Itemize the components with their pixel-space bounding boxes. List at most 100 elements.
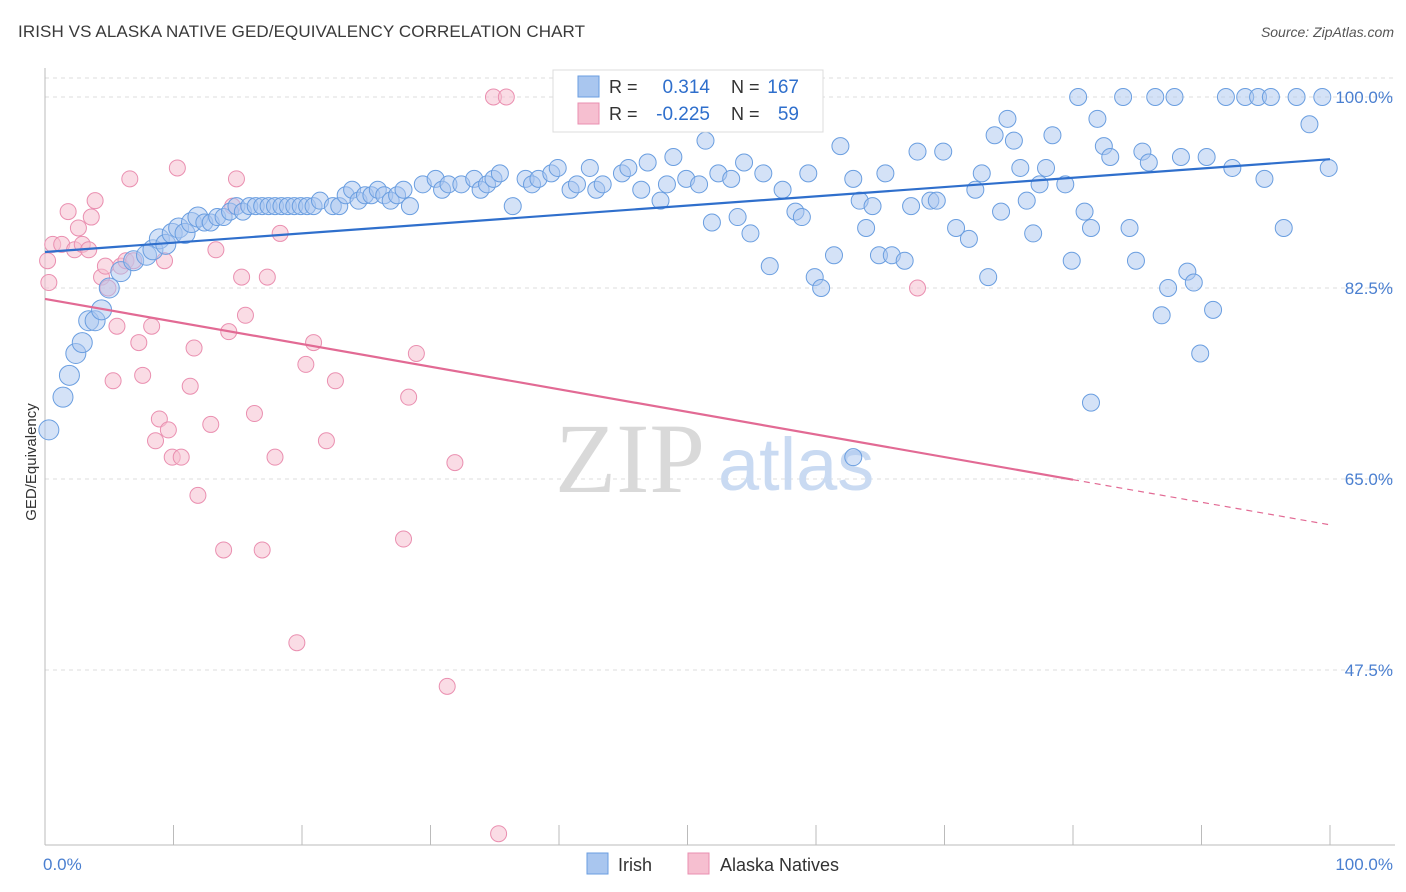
irish-point (690, 175, 709, 194)
irish-point (844, 448, 863, 467)
alaska-trend-line-extension (1072, 479, 1331, 526)
alaska-n-value: 59 (778, 104, 799, 125)
irish-point (1081, 393, 1100, 412)
irish-point (98, 277, 120, 299)
irish-point (1313, 88, 1332, 106)
alaska-point (253, 541, 271, 559)
irish-point (1165, 88, 1184, 106)
irish-point (1004, 131, 1023, 150)
irish-point (1319, 158, 1338, 177)
irish-point (876, 164, 895, 183)
irish-point (857, 218, 876, 237)
irish-trend-line (44, 158, 1331, 254)
alaska-point (39, 252, 57, 270)
irish-point (1037, 158, 1056, 177)
y-axis-title: GED/Equivalency (23, 403, 40, 521)
alaska-point (266, 448, 284, 466)
irish-point (38, 419, 60, 441)
chart-source: Source: ZipAtlas.com (1260, 24, 1394, 40)
irish-r-value: 0.314 (662, 77, 710, 98)
irish-point (657, 175, 676, 194)
irish-point (812, 279, 831, 297)
irish-point (1191, 344, 1210, 363)
irish-r-label: R = (609, 77, 638, 97)
alaska-point (497, 88, 515, 106)
irish-point (1088, 109, 1107, 128)
alaska-point (395, 530, 413, 548)
irish-point (632, 180, 651, 199)
irish-point (1223, 158, 1242, 177)
irish-n-label: N = (731, 77, 760, 97)
alaska-point (134, 366, 152, 384)
irish-point (992, 202, 1011, 221)
irish-point (1274, 218, 1293, 237)
irish-point (741, 224, 760, 243)
alaska-point (446, 454, 464, 472)
alaska-point (317, 432, 335, 450)
irish-point (580, 158, 599, 177)
irish-point (773, 180, 792, 199)
y-tick-label: 47.5% (1345, 661, 1393, 680)
irish-point (638, 153, 657, 172)
x-tick-label-max: 100.0% (1335, 855, 1393, 874)
alaska-point (245, 405, 263, 423)
irish-point (1114, 88, 1133, 106)
irish-point (394, 180, 413, 199)
irish-point (728, 208, 747, 227)
alaska-point (189, 486, 207, 504)
chart-title: IRISH VS ALASKA NATIVE GED/EQUIVALENCY C… (18, 22, 586, 41)
irish-point (1120, 218, 1139, 237)
irish-point (1171, 148, 1190, 167)
legend-alaska-label: Alaska Natives (720, 855, 839, 875)
alaska-point (326, 372, 344, 390)
alaska-point (130, 334, 148, 352)
alaska-point (227, 170, 245, 188)
alaska-point (271, 224, 289, 242)
alaska-point (147, 432, 165, 450)
irish-point (895, 251, 914, 270)
alaska-point (108, 317, 126, 335)
alaska-point (69, 219, 87, 237)
alaska-point (288, 634, 306, 652)
irish-point (998, 109, 1017, 128)
irish-point (979, 268, 998, 287)
bottom-legend: Irish Alaska Natives (586, 852, 839, 875)
irish-point (1152, 306, 1171, 325)
irish-point (1255, 169, 1274, 188)
irish-point (1126, 251, 1145, 270)
irish-point (702, 213, 721, 232)
irish-point (1075, 202, 1094, 221)
alaska-r-value: -0.225 (656, 104, 710, 125)
irish-point (503, 197, 522, 216)
irish-point (52, 386, 74, 408)
irish-point (824, 246, 843, 265)
irish-point (947, 218, 966, 237)
alaska-point (40, 274, 58, 292)
irish-point (1069, 88, 1088, 106)
trend-lines (44, 158, 1331, 526)
legend-alaska-swatch (687, 852, 710, 875)
irish-point (1101, 148, 1120, 167)
alaska-point (143, 317, 161, 335)
alaska-point (236, 306, 254, 324)
alaska-point (909, 279, 927, 297)
irish-point (1011, 158, 1030, 177)
alaska-point (215, 541, 233, 559)
irish-point (831, 137, 850, 156)
alaska-point (185, 339, 203, 357)
irish-point (1197, 148, 1216, 167)
irish-point (1300, 115, 1319, 134)
irish-point (1030, 175, 1049, 194)
irish-point (619, 158, 638, 177)
alaska-point (59, 203, 77, 221)
irish-point (722, 169, 741, 188)
legend-irish-swatch (586, 852, 609, 875)
alaska-r-label: R = (609, 104, 638, 124)
alaska-point (438, 677, 456, 695)
irish-legend-swatch (577, 75, 600, 98)
irish-point (593, 175, 612, 194)
stats-legend: R = 0.314 N = 167 R = -0.225 N = 59 (552, 69, 824, 133)
alaska-point (86, 192, 104, 210)
alaska-point (490, 825, 508, 843)
irish-point (927, 191, 946, 210)
